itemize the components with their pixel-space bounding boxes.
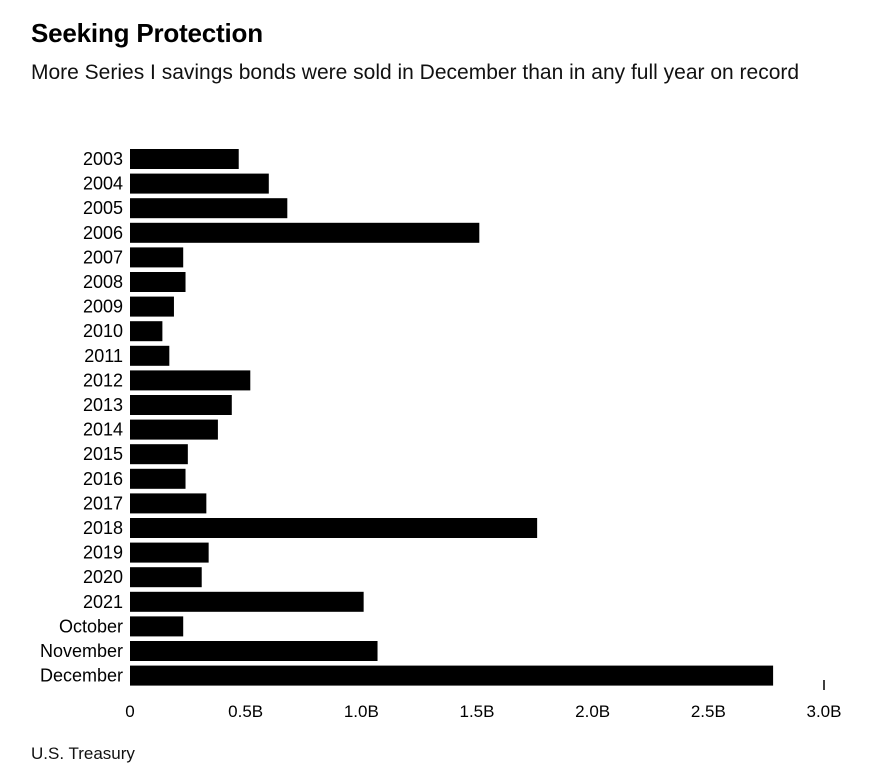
category-label-2008: 2008 bbox=[83, 272, 123, 292]
x-tick-label: 2.5B bbox=[691, 702, 726, 721]
x-tick-label: 0 bbox=[125, 702, 134, 721]
bar-2003 bbox=[130, 149, 239, 169]
bar-2021 bbox=[130, 591, 364, 612]
category-label-2021: 2021 bbox=[83, 592, 123, 612]
category-label-2009: 2009 bbox=[83, 297, 123, 317]
bar-october bbox=[130, 616, 184, 637]
category-label-2003: 2003 bbox=[83, 149, 123, 169]
bar-2010 bbox=[130, 321, 163, 342]
bar-december bbox=[130, 665, 774, 686]
bar-2012 bbox=[130, 370, 251, 391]
category-labels: 2003 2004 2005 2006 2007 2008 2009 2010 2011 2012… bbox=[40, 149, 123, 686]
x-axis: 0 0.5B 1.0B 1.5B 2.0B 2.5B 3.0B bbox=[125, 680, 841, 721]
x-tick-label: 3.0B bbox=[807, 702, 842, 721]
category-label-2014: 2014 bbox=[83, 420, 123, 440]
category-label-2018: 2018 bbox=[83, 518, 123, 538]
bar-2017 bbox=[130, 493, 207, 514]
bar-2009 bbox=[130, 296, 174, 317]
x-tick-label: 0.5B bbox=[228, 702, 263, 721]
bar-2006 bbox=[130, 222, 480, 243]
bar-2013 bbox=[130, 395, 232, 415]
bar-2005 bbox=[130, 198, 288, 219]
x-tick-label: 1.5B bbox=[460, 702, 495, 721]
x-tick-label: 1.0B bbox=[344, 702, 379, 721]
category-label-2007: 2007 bbox=[83, 247, 123, 267]
category-label-2010: 2010 bbox=[83, 321, 123, 341]
category-label-2020: 2020 bbox=[83, 567, 123, 587]
category-label-november: November bbox=[40, 641, 123, 661]
source-note: U.S. Treasury bbox=[31, 744, 135, 763]
bar-2004 bbox=[130, 173, 269, 194]
bar-2008 bbox=[130, 272, 186, 292]
bar-2007 bbox=[130, 247, 184, 268]
bars bbox=[130, 149, 774, 686]
category-label-october: October bbox=[59, 616, 123, 636]
category-label-2017: 2017 bbox=[83, 493, 123, 513]
category-label-2013: 2013 bbox=[83, 395, 123, 415]
category-label-2006: 2006 bbox=[83, 223, 123, 243]
bar-2019 bbox=[130, 542, 209, 563]
bar-2015 bbox=[130, 444, 188, 465]
bar-2016 bbox=[130, 468, 186, 489]
category-label-2012: 2012 bbox=[83, 370, 123, 390]
category-label-2019: 2019 bbox=[83, 543, 123, 563]
bar-2014 bbox=[130, 419, 218, 440]
category-label-2011: 2011 bbox=[84, 346, 123, 366]
bar-2020 bbox=[130, 567, 202, 588]
bar-2011 bbox=[130, 345, 170, 366]
category-label-december: December bbox=[40, 666, 123, 686]
category-label-2015: 2015 bbox=[83, 444, 123, 464]
chart-title: Seeking Protection bbox=[31, 18, 263, 48]
chart-subtitle: More Series I savings bonds were sold in… bbox=[31, 61, 800, 84]
category-label-2016: 2016 bbox=[83, 469, 123, 489]
category-label-2004: 2004 bbox=[83, 174, 123, 194]
bar-2018 bbox=[130, 518, 538, 538]
category-label-2005: 2005 bbox=[83, 198, 123, 218]
bar-november bbox=[130, 641, 378, 661]
bar-chart: 2003 2004 2005 2006 2007 2008 2009 2010 2011 2012… bbox=[40, 149, 841, 721]
x-tick-label: 2.0B bbox=[575, 702, 610, 721]
